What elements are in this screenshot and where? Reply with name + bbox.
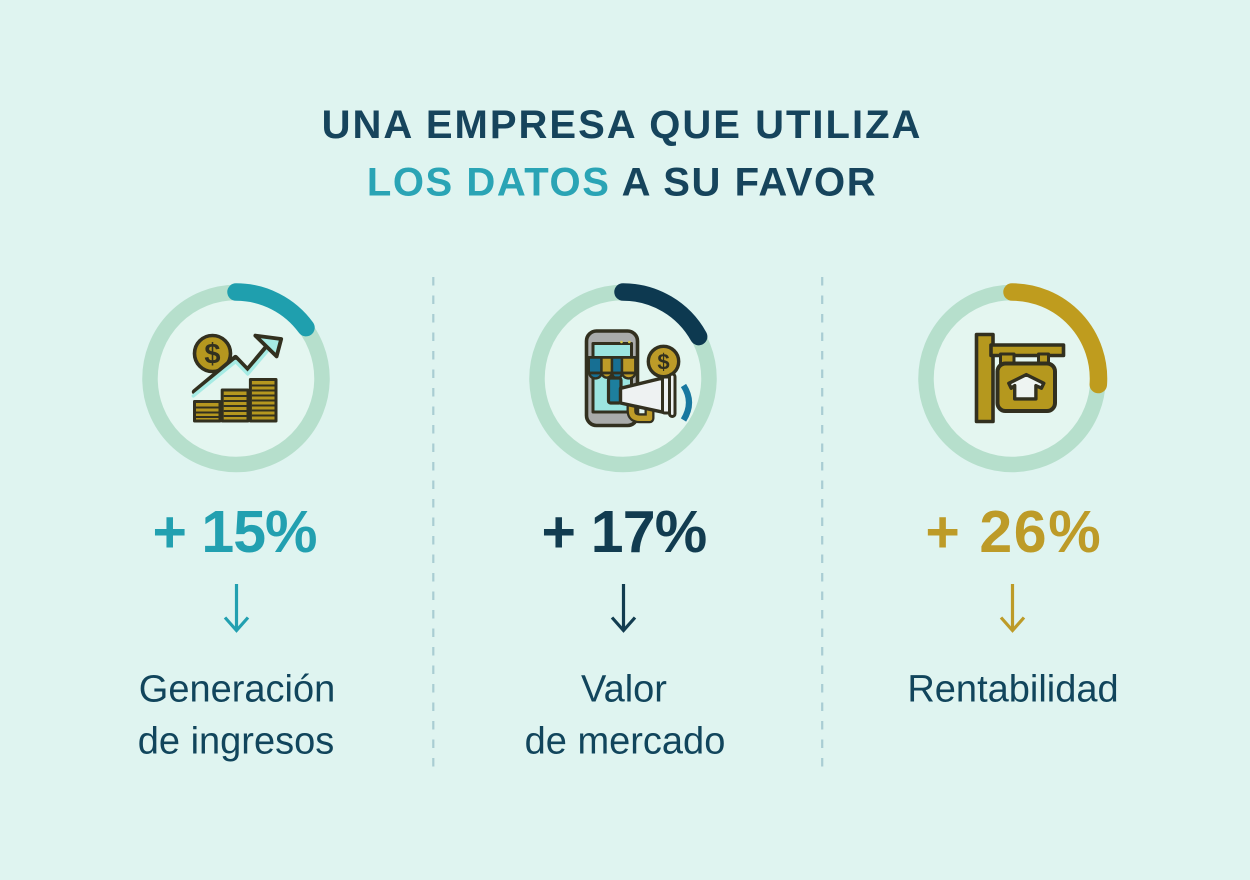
svg-text:$: $ — [204, 339, 220, 371]
svg-text:de ingresos: de ingresos — [138, 720, 334, 762]
svg-text:Generación: Generación — [139, 668, 335, 710]
svg-text:de mercado: de mercado — [525, 720, 726, 762]
svg-text:Valor: Valor — [581, 668, 667, 710]
svg-text:+ 26%: + 26% — [925, 499, 1102, 565]
svg-text:LOS DATOS A SU FAVOR: LOS DATOS A SU FAVOR — [367, 161, 877, 205]
svg-text:Rentabilidad: Rentabilidad — [907, 668, 1118, 710]
svg-text:UNA EMPRESA QUE UTILIZA: UNA EMPRESA QUE UTILIZA — [322, 103, 923, 147]
svg-text:$: $ — [657, 350, 669, 375]
svg-text:+ 17%: + 17% — [542, 499, 707, 565]
svg-text:+ 15%: + 15% — [153, 499, 317, 565]
